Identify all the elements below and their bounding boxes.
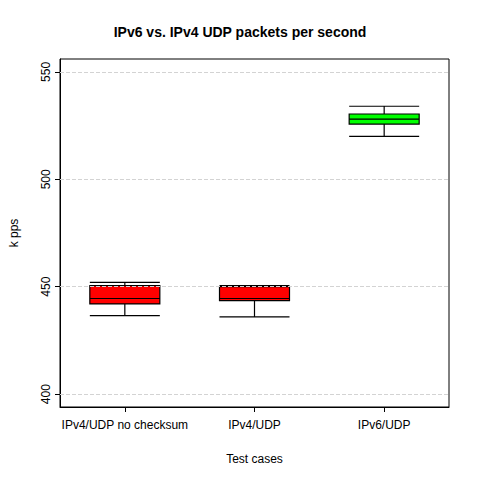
svg-text:k pps: k pps: [7, 219, 21, 248]
svg-text:IPv6/UDP: IPv6/UDP: [358, 418, 411, 432]
svg-text:Test cases: Test cases: [226, 452, 283, 466]
svg-text:500: 500: [39, 169, 53, 189]
svg-text:IPv6 vs. IPv4 UDP packets per: IPv6 vs. IPv4 UDP packets per second: [114, 24, 367, 40]
svg-text:450: 450: [39, 276, 53, 296]
svg-text:550: 550: [39, 62, 53, 82]
svg-text:IPv4/UDP: IPv4/UDP: [228, 418, 281, 432]
svg-text:IPv4/UDP no checksum: IPv4/UDP no checksum: [62, 418, 189, 432]
svg-text:400: 400: [39, 384, 53, 404]
